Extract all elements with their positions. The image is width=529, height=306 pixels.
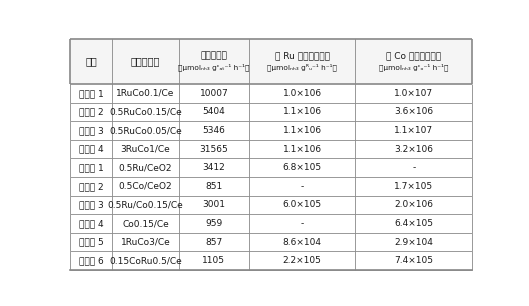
Text: 1.7×105: 1.7×105 xyxy=(394,182,433,191)
Text: 5404: 5404 xyxy=(203,107,225,117)
Text: 0.5RuCo0.05/Ce: 0.5RuCo0.05/Ce xyxy=(109,126,182,135)
Text: 1RuCo3/Ce: 1RuCo3/Ce xyxy=(121,237,170,247)
Bar xyxy=(70,233,472,252)
Text: 6.4×105: 6.4×105 xyxy=(394,219,433,228)
Text: 0.15CoRu0.5/Ce: 0.15CoRu0.5/Ce xyxy=(109,256,182,265)
Text: 实施例 1: 实施例 1 xyxy=(79,89,104,98)
Text: 857: 857 xyxy=(205,237,223,247)
Text: 1.1×106: 1.1×106 xyxy=(282,107,322,117)
Text: -: - xyxy=(300,182,304,191)
Text: 1.0×106: 1.0×106 xyxy=(282,89,322,98)
Text: 6.0×105: 6.0×105 xyxy=(282,200,322,209)
Bar xyxy=(70,140,472,159)
Text: 对比例 5: 对比例 5 xyxy=(79,237,104,247)
Text: -: - xyxy=(300,219,304,228)
Text: 0.5RuCo0.15/Ce: 0.5RuCo0.15/Ce xyxy=(109,107,182,117)
Text: （μmolₙₕ₃ gᶜₒ⁻¹ h⁻¹）: （μmolₙₕ₃ gᶜₒ⁻¹ h⁻¹） xyxy=(379,64,449,71)
Bar xyxy=(70,252,472,270)
Text: 1RuCo0.1/Ce: 1RuCo0.1/Ce xyxy=(116,89,175,98)
Text: 6.8×105: 6.8×105 xyxy=(282,163,322,172)
Text: 0.5Co/CeO2: 0.5Co/CeO2 xyxy=(118,182,172,191)
Text: 催化剂名称: 催化剂名称 xyxy=(131,57,160,67)
Bar xyxy=(70,121,472,140)
Text: 实施例 2: 实施例 2 xyxy=(79,107,104,117)
Text: 3.6×106: 3.6×106 xyxy=(394,107,433,117)
Text: 对比例 4: 对比例 4 xyxy=(79,219,104,228)
Bar xyxy=(70,159,472,177)
Bar xyxy=(70,214,472,233)
Text: 1.1×106: 1.1×106 xyxy=(282,126,322,135)
Text: 以 Ru 计出口氨速率: 以 Ru 计出口氨速率 xyxy=(275,51,330,60)
Text: 1105: 1105 xyxy=(203,256,225,265)
Bar xyxy=(70,196,472,214)
Text: 7.4×105: 7.4×105 xyxy=(394,256,433,265)
Text: 3412: 3412 xyxy=(203,163,225,172)
Text: 对比例 1: 对比例 1 xyxy=(79,163,104,172)
Text: 对比例 2: 对比例 2 xyxy=(79,182,104,191)
Text: 1.0×107: 1.0×107 xyxy=(394,89,433,98)
Bar xyxy=(70,84,472,103)
Text: -: - xyxy=(412,163,415,172)
Bar xyxy=(70,39,472,84)
Text: 1.1×106: 1.1×106 xyxy=(282,145,322,154)
Text: 实施例 3: 实施例 3 xyxy=(79,126,104,135)
Text: 0.5Ru/Co0.15/Ce: 0.5Ru/Co0.15/Ce xyxy=(108,200,184,209)
Text: 2.0×106: 2.0×106 xyxy=(394,200,433,209)
Text: （μmolₙₕ₃ gᶜₐₜ⁻¹ h⁻¹）: （μmolₙₕ₃ gᶜₐₜ⁻¹ h⁻¹） xyxy=(178,64,250,71)
Text: 3RuCo1/Ce: 3RuCo1/Ce xyxy=(121,145,170,154)
Text: 出口氨速率: 出口氨速率 xyxy=(200,51,227,60)
Text: 实施例 4: 实施例 4 xyxy=(79,145,104,154)
Text: 案例: 案例 xyxy=(86,57,97,67)
Text: Co0.15/Ce: Co0.15/Ce xyxy=(122,219,169,228)
Text: （μmolₙₕ₃ gᴿᵤ⁻¹ h⁻¹）: （μmolₙₕ₃ gᴿᵤ⁻¹ h⁻¹） xyxy=(267,64,337,71)
Bar xyxy=(70,103,472,121)
Text: 对比例 3: 对比例 3 xyxy=(79,200,104,209)
Text: 2.9×104: 2.9×104 xyxy=(394,237,433,247)
Text: 以 Co 计出口氨速率: 以 Co 计出口氨速率 xyxy=(386,51,441,60)
Text: 31565: 31565 xyxy=(199,145,228,154)
Text: 0.5Ru/CeO2: 0.5Ru/CeO2 xyxy=(119,163,172,172)
Text: 959: 959 xyxy=(205,219,223,228)
Text: 5346: 5346 xyxy=(203,126,225,135)
Text: 8.6×104: 8.6×104 xyxy=(282,237,322,247)
Text: 3.2×106: 3.2×106 xyxy=(394,145,433,154)
Bar xyxy=(70,177,472,196)
Text: 851: 851 xyxy=(205,182,223,191)
Text: 对比例 6: 对比例 6 xyxy=(79,256,104,265)
Text: 1.1×107: 1.1×107 xyxy=(394,126,433,135)
Text: 3001: 3001 xyxy=(203,200,225,209)
Text: 10007: 10007 xyxy=(199,89,228,98)
Text: 2.2×105: 2.2×105 xyxy=(283,256,322,265)
